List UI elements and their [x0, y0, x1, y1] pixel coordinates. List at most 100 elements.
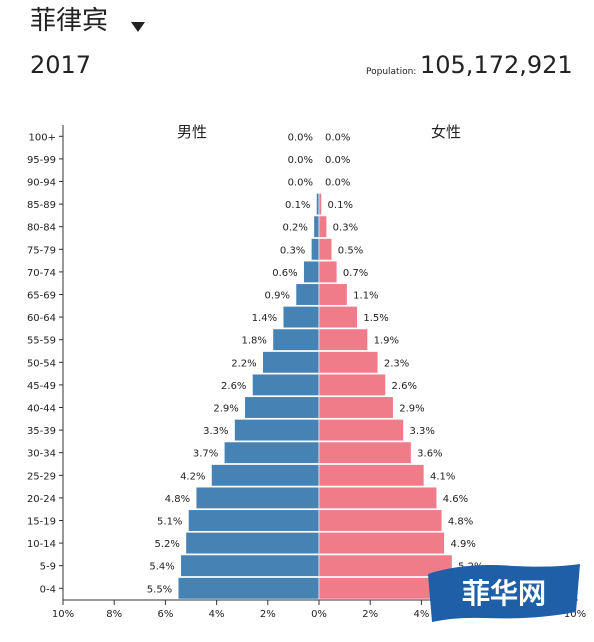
x-tick-label: 2%	[260, 609, 276, 620]
data-label-female: 0.5%	[338, 245, 363, 256]
data-label-male: 5.4%	[149, 562, 174, 573]
data-label-female: 1.5%	[363, 313, 388, 324]
bar-female	[318, 306, 358, 329]
watermark-logo: 菲华网	[428, 564, 580, 622]
y-tick-label: 85-89	[27, 200, 56, 211]
bar-female	[318, 328, 368, 351]
data-label-female: 0.7%	[343, 268, 368, 279]
y-tick-label: 60-64	[27, 313, 56, 324]
x-tick-label: 4%	[209, 609, 225, 620]
bar-female	[318, 486, 438, 509]
y-tick-label: 50-54	[27, 358, 56, 369]
bar-female	[318, 554, 453, 577]
y-tick-label: 15-19	[27, 517, 56, 528]
y-tick-label: 70-74	[27, 268, 56, 279]
data-label-female: 0.0%	[325, 155, 350, 166]
data-label-female: 1.9%	[374, 336, 399, 347]
data-label-male: 2.6%	[221, 381, 246, 392]
data-label-male: 2.9%	[213, 404, 238, 415]
bar-female	[318, 396, 394, 419]
bar-male	[223, 441, 320, 464]
y-tick-label: 80-84	[27, 223, 56, 234]
dropdown-caret-icon[interactable]	[131, 22, 145, 32]
bar-male	[180, 554, 320, 577]
bar-female	[318, 215, 327, 238]
population-value: 105,172,921	[420, 51, 573, 79]
data-label-female: 1.1%	[353, 291, 378, 302]
x-tick-label: 2%	[362, 609, 378, 620]
data-label-female: 4.6%	[443, 494, 468, 505]
data-label-female: 4.8%	[448, 517, 473, 528]
bar-male	[262, 351, 320, 374]
data-label-female: 0.1%	[328, 200, 353, 211]
bar-male	[272, 328, 320, 351]
data-label-female: 2.6%	[392, 381, 417, 392]
svg-text:菲华网: 菲华网	[462, 577, 546, 610]
bar-male	[211, 464, 320, 487]
bar-male	[313, 215, 320, 238]
female-header: 女性	[431, 123, 461, 141]
data-label-male: 2.2%	[231, 358, 256, 369]
data-label-male: 3.7%	[193, 449, 218, 460]
bar-female	[318, 147, 320, 170]
bar-female	[318, 170, 320, 193]
bar-female	[318, 125, 320, 148]
bar-male	[185, 532, 320, 555]
data-label-female: 3.6%	[417, 449, 442, 460]
data-label-male: 0.6%	[272, 268, 297, 279]
data-label-male: 0.1%	[285, 200, 310, 211]
y-tick-label: 5-9	[40, 562, 56, 573]
data-label-female: 4.1%	[430, 471, 455, 482]
data-label-male: 0.0%	[288, 178, 313, 189]
male-header: 男性	[177, 123, 207, 141]
bar-male	[311, 238, 320, 261]
y-tick-label: 90-94	[27, 178, 56, 189]
bar-female	[318, 509, 443, 532]
country-selector[interactable]: 菲律宾	[30, 6, 109, 36]
data-label-male: 4.2%	[180, 471, 205, 482]
y-tick-label: 75-79	[27, 245, 56, 256]
bar-male	[234, 419, 320, 442]
bar-male	[295, 283, 320, 306]
data-label-female: 4.9%	[450, 539, 475, 550]
bar-male	[244, 396, 320, 419]
bar-female	[318, 441, 412, 464]
data-label-female: 2.9%	[399, 404, 424, 415]
bar-male	[188, 509, 320, 532]
y-tick-label: 40-44	[27, 404, 56, 415]
data-label-male: 0.0%	[288, 155, 313, 166]
x-tick-label: 4%	[413, 609, 429, 620]
bar-male	[282, 306, 320, 329]
y-tick-label: 45-49	[27, 381, 56, 392]
data-label-female: 3.3%	[409, 426, 434, 437]
x-tick-label: 10%	[52, 609, 74, 620]
bar-female	[318, 193, 322, 216]
y-tick-label: 55-59	[27, 336, 56, 347]
x-tick-label: 10%	[564, 609, 586, 620]
bar-female	[318, 464, 425, 487]
year-label: 2017	[30, 51, 92, 79]
bar-female	[318, 373, 386, 396]
y-tick-label: 10-14	[27, 539, 56, 550]
data-label-male: 0.0%	[288, 132, 313, 143]
data-label-male: 3.3%	[203, 426, 228, 437]
population-label: Population:	[366, 67, 417, 77]
y-tick-label: 65-69	[27, 291, 56, 302]
data-label-male: 5.1%	[157, 517, 182, 528]
data-label-male: 0.2%	[282, 223, 307, 234]
bar-male	[303, 260, 320, 283]
x-tick-label: 6%	[157, 609, 173, 620]
data-label-female: 0.3%	[333, 223, 358, 234]
bar-male	[195, 486, 320, 509]
data-label-female: 0.0%	[325, 132, 350, 143]
bar-female	[318, 532, 445, 555]
y-tick-label: 25-29	[27, 471, 56, 482]
data-label-male: 1.8%	[242, 336, 267, 347]
y-tick-label: 30-34	[27, 449, 56, 460]
y-tick-label: 0-4	[40, 584, 56, 595]
y-tick-label: 35-39	[27, 426, 56, 437]
bar-female	[318, 283, 348, 306]
data-label-female: 0.0%	[325, 178, 350, 189]
bar-female	[318, 260, 338, 283]
